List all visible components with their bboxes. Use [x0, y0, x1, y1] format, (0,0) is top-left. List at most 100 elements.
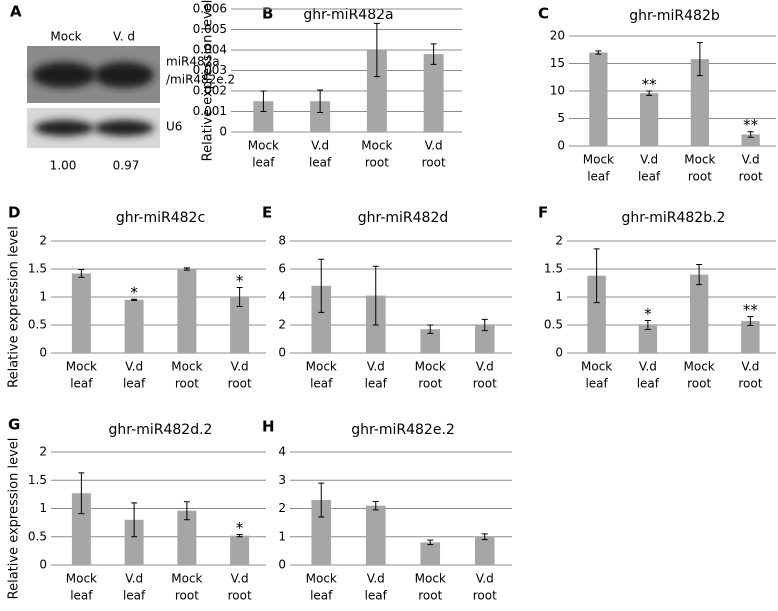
x-tick-label: Mock — [248, 139, 279, 153]
significance-mark: * — [236, 272, 244, 290]
significance-mark: ** — [743, 301, 759, 319]
blot-band — [94, 120, 154, 136]
blot-band — [32, 62, 96, 88]
panel-letter: C — [538, 5, 549, 23]
bar — [638, 325, 658, 353]
bar — [177, 510, 197, 565]
y-tick-label: 0.003 — [193, 63, 227, 77]
x-tick-label: V.d — [311, 139, 329, 153]
error-bar — [78, 472, 85, 515]
y-tick-label: 8 — [278, 234, 286, 248]
bar — [71, 493, 91, 565]
x-tick-label: root — [365, 156, 389, 170]
x-tick-label: root — [418, 377, 442, 391]
error-bar — [183, 501, 190, 521]
y-axis-label: Relative expression level — [7, 226, 22, 388]
bar — [253, 101, 274, 132]
x-tick-label: Mock — [684, 360, 715, 374]
error-bar — [595, 50, 602, 55]
error-bar — [78, 269, 85, 278]
y-tick-label: 1 — [278, 529, 286, 543]
error-bar — [183, 267, 190, 271]
x-tick-label: Mock — [306, 572, 337, 586]
x-tick-label: V.d — [476, 572, 494, 586]
x-tick-label: leaf — [252, 156, 275, 170]
x-tick-label: root — [473, 377, 497, 391]
x-tick-label: Mock — [66, 360, 97, 374]
x-tick-label: root — [418, 589, 442, 603]
x-tick-label: leaf — [310, 377, 333, 391]
y-tick-label: 0.001 — [193, 104, 227, 118]
bar — [124, 299, 144, 353]
y-tick-label: 3 — [278, 473, 286, 487]
panel-letter: A — [10, 3, 22, 21]
error-bar — [696, 42, 703, 77]
x-tick-label: V.d — [741, 360, 759, 374]
y-tick-label: 1 — [39, 290, 47, 304]
error-bar — [131, 298, 138, 301]
error-bar — [696, 264, 703, 286]
bar — [639, 93, 659, 146]
x-tick-label: leaf — [310, 589, 333, 603]
error-bar — [372, 265, 379, 326]
x-tick-label: Mock — [361, 139, 392, 153]
y-tick-label: 0 — [39, 558, 47, 572]
y-tick-label: 0 — [555, 346, 563, 360]
lane-label: Mock — [50, 30, 81, 44]
ratio: 0.97 — [113, 159, 140, 173]
y-tick-label: 1.5 — [28, 473, 47, 487]
y-tick-label: 20 — [550, 29, 565, 43]
x-tick-label: leaf — [365, 377, 388, 391]
bar — [311, 500, 332, 565]
bar — [366, 50, 387, 132]
error-bar — [260, 90, 267, 112]
x-tick-label: Mock — [583, 153, 614, 167]
x-tick-label: V.d — [367, 360, 385, 374]
x-tick-label: root — [228, 377, 252, 391]
x-tick-label: leaf — [585, 377, 608, 391]
x-tick-label: root — [175, 377, 199, 391]
y-tick-label: 2 — [39, 445, 47, 459]
bar — [689, 274, 709, 353]
x-tick-label: root — [687, 377, 711, 391]
bar — [420, 329, 441, 353]
x-tick-label: leaf — [309, 156, 332, 170]
x-tick-label: root — [739, 170, 763, 184]
panel-letter: D — [8, 204, 20, 222]
panel-letter: E — [262, 204, 272, 222]
bar — [589, 52, 608, 146]
y-tick-label: 4 — [278, 445, 286, 459]
y-tick-label: 0 — [219, 125, 227, 139]
x-tick-label: Mock — [415, 572, 446, 586]
y-axis-label: Relative expression level — [201, 0, 216, 161]
bar — [474, 325, 495, 353]
x-tick-label: leaf — [70, 377, 93, 391]
error-bar — [481, 318, 488, 332]
y-tick-label: 10 — [550, 84, 565, 98]
chart-title: ghr-miR482c — [116, 210, 205, 226]
x-tick-label: V.d — [231, 360, 249, 374]
y-tick-label: 6 — [278, 262, 286, 276]
x-tick-label: V.d — [231, 572, 249, 586]
bar — [230, 297, 250, 353]
error-bar — [747, 131, 754, 138]
y-tick-label: 0.5 — [544, 318, 563, 332]
ratio: 1.00 — [50, 159, 77, 173]
error-bar — [317, 89, 324, 114]
chart-title: ghr-miR482b.2 — [622, 210, 726, 226]
bar — [741, 321, 760, 353]
chart-title: ghr-miR482a — [303, 7, 393, 23]
x-tick-label: leaf — [123, 377, 146, 391]
bar — [741, 134, 760, 146]
error-bar — [131, 502, 138, 538]
x-tick-label: root — [175, 589, 199, 603]
y-tick-label: 0.002 — [193, 84, 227, 98]
bar — [230, 535, 250, 565]
bar — [310, 101, 331, 132]
x-tick-label: leaf — [70, 589, 93, 603]
panel-letter: B — [262, 5, 273, 23]
error-bar — [318, 258, 325, 313]
x-tick-label: Mock — [171, 360, 202, 374]
x-tick-label: Mock — [415, 360, 446, 374]
y-tick-label: 0.006 — [193, 2, 227, 16]
